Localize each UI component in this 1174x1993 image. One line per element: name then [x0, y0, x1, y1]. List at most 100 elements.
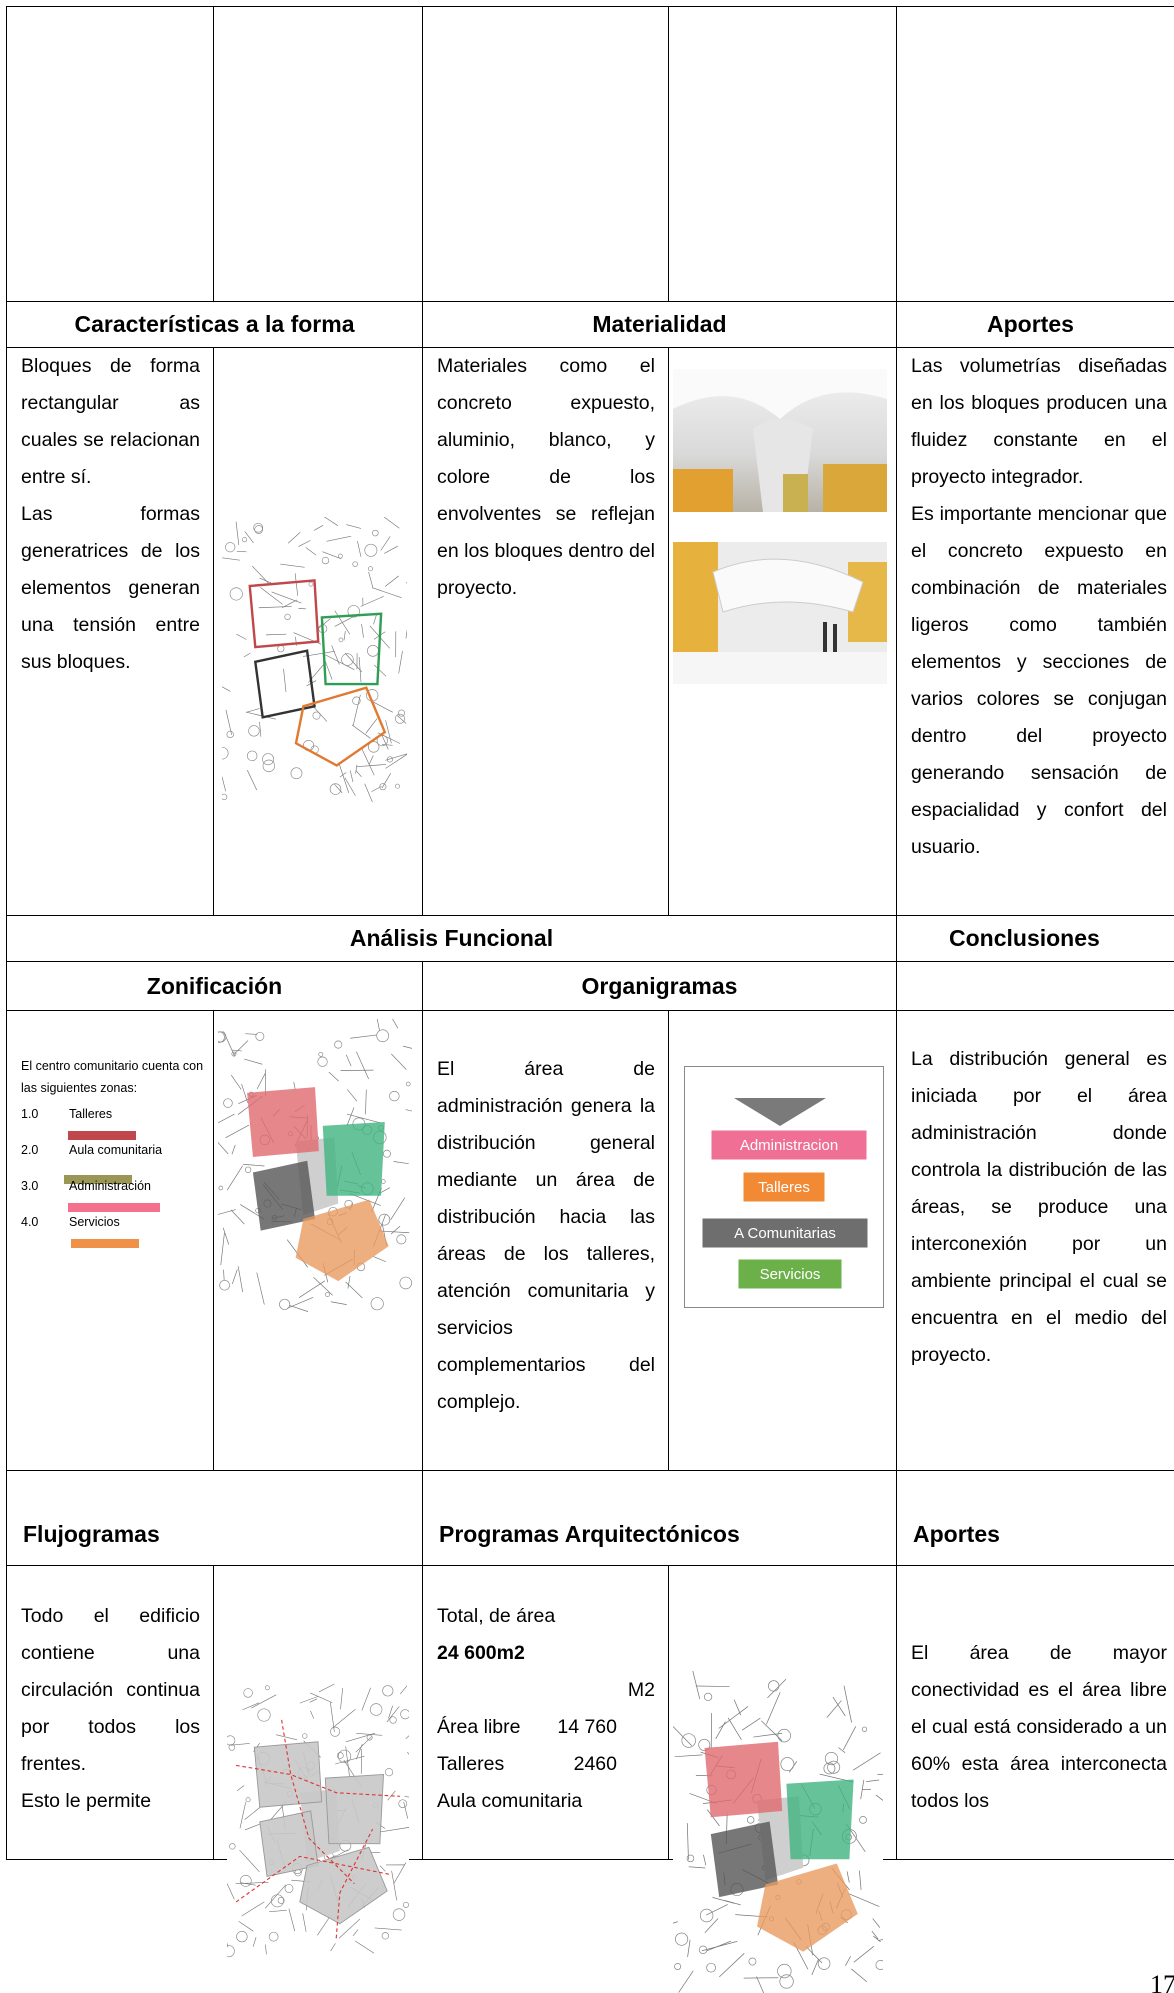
- site-plan: [218, 1019, 412, 1316]
- plan-line: [361, 623, 364, 638]
- plan-tree: [262, 759, 276, 773]
- total: 24 600m2: [437, 1642, 525, 1664]
- text-cell: El área de mayor conectividad es el área…: [896, 1565, 1174, 1860]
- plan-line: [345, 1746, 350, 1776]
- cell: El centro comunitario cuenta con las sig…: [6, 1010, 214, 1471]
- program-label: Talleres: [437, 1753, 505, 1775]
- plan-line: [357, 541, 362, 557]
- plan-tree: [395, 713, 405, 724]
- plan-tree: [334, 1040, 343, 1049]
- org-box: [737, 1258, 843, 1290]
- plan-tree: [243, 1688, 253, 1698]
- plan-tree: [398, 709, 406, 717]
- plan-line: [386, 1706, 400, 1723]
- plan-line: [222, 686, 231, 692]
- plan-block: [757, 1863, 858, 1952]
- plan-line: [372, 587, 402, 599]
- plan-line: [686, 1823, 689, 1860]
- plan-tree: [779, 1974, 794, 1989]
- plan-line: [325, 662, 333, 680]
- plan-line: [361, 1687, 371, 1711]
- plan-line: [706, 1940, 731, 1952]
- plan-tree: [254, 525, 264, 534]
- plan-line: [385, 720, 392, 744]
- photo: [673, 369, 887, 512]
- org-box: [701, 1217, 869, 1249]
- plan-tree: [686, 1854, 695, 1863]
- plan-line: [688, 1866, 706, 1869]
- plan-tree: [381, 1932, 389, 1940]
- plan-line: [368, 755, 374, 765]
- total-label: Total, de área: [437, 1605, 556, 1627]
- plan-tree: [290, 767, 303, 780]
- plan-line: [405, 628, 407, 639]
- plan-line: [875, 1794, 883, 1801]
- plan-tree: [823, 1762, 836, 1775]
- plan-line: [368, 571, 374, 589]
- plan-line: [322, 551, 342, 560]
- plan-block: [295, 1199, 389, 1282]
- plan-line: [313, 1277, 333, 1296]
- plan-line: [333, 783, 343, 794]
- plan-line: [761, 1720, 783, 1742]
- plan-tree: [703, 1692, 713, 1701]
- plan-line: [232, 1049, 242, 1052]
- plan-line: [223, 1269, 225, 1281]
- plan-line: [317, 1915, 331, 1936]
- plan-line: [355, 1736, 372, 1753]
- plan-line: [241, 1901, 265, 1917]
- plan-tree: [370, 1297, 384, 1311]
- plan-tree: [337, 553, 343, 559]
- plan-line: [352, 1929, 359, 1936]
- plan-line: [266, 633, 287, 636]
- plan-tree: [279, 1298, 291, 1310]
- plan-line: [287, 1296, 314, 1309]
- plan-tree: [746, 1816, 755, 1824]
- plan-tree: [264, 1685, 270, 1691]
- plan-tree: [330, 1726, 341, 1737]
- header: Organigramas: [422, 961, 897, 1011]
- plan-tree: [698, 1738, 711, 1751]
- plan-line: [269, 1909, 287, 1913]
- header: Zonificación: [6, 961, 423, 1011]
- cell: [6, 6, 214, 302]
- plan-line: [402, 1045, 412, 1049]
- plan-line: [340, 1687, 343, 1710]
- plan-line: [244, 1058, 263, 1065]
- plan-tree: [270, 1894, 284, 1908]
- cell: [213, 6, 423, 302]
- plan-tree: [376, 1029, 390, 1043]
- plan-tree: [385, 1768, 394, 1777]
- plan-line: [225, 709, 232, 735]
- plan-tree: [317, 1056, 328, 1067]
- plan-tree: [268, 1931, 279, 1942]
- plan-line: [385, 753, 407, 761]
- plan-line: [287, 532, 301, 544]
- plan-line: [391, 1870, 398, 1901]
- text-cell: La distribución general es iniciada por …: [896, 1010, 1174, 1471]
- plan-line: [373, 1256, 387, 1263]
- plan-line: [687, 1939, 691, 1957]
- plan-tree: [227, 1945, 235, 1958]
- plan-line: [346, 1113, 381, 1124]
- plan-line: [298, 1280, 326, 1299]
- arrow: [734, 1098, 826, 1126]
- plan-tree: [396, 1234, 407, 1245]
- header: Características a la forma: [6, 301, 423, 348]
- plan-line: [330, 1943, 336, 1952]
- plan-line: [242, 1163, 265, 1167]
- plan-line: [392, 1019, 399, 1029]
- plan-line: [860, 1779, 865, 1800]
- plan-tree: [222, 746, 229, 760]
- plan-block: [710, 1821, 778, 1898]
- plan-line: [846, 1871, 850, 1883]
- org-label: Servicios: [760, 1266, 821, 1283]
- plan-line: [260, 587, 283, 605]
- plan-line: [707, 1809, 720, 1827]
- plan-line: [238, 1921, 254, 1932]
- plan-line: [384, 545, 398, 554]
- zone-bar: [68, 1131, 136, 1140]
- program-row: Aula comunitaria: [437, 1783, 655, 1820]
- plan-tree: [817, 1957, 831, 1970]
